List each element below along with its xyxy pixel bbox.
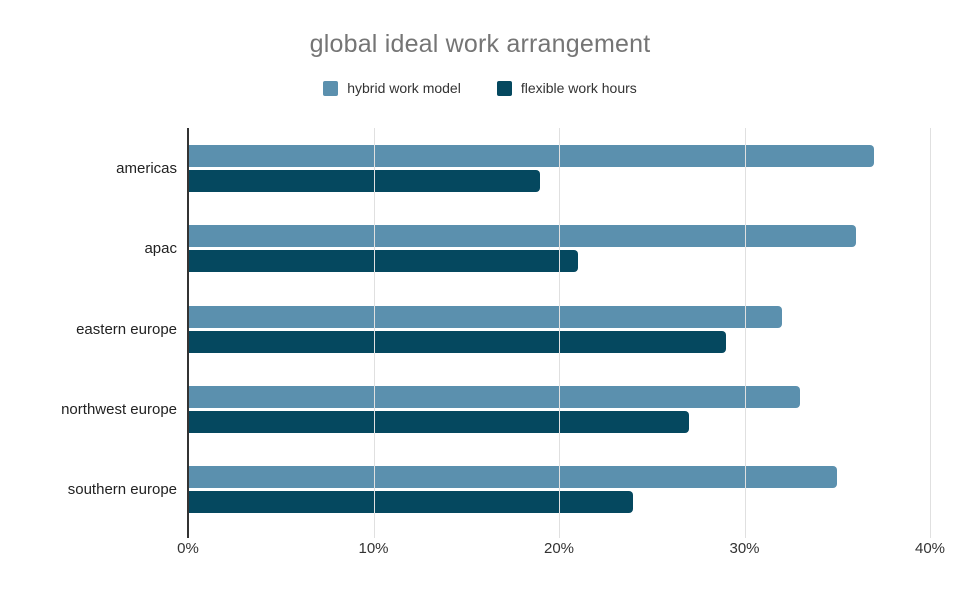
bar-flexible-work-hours-eastern-europe — [188, 330, 726, 353]
bar-group-southern-europe — [188, 450, 930, 530]
gridline — [559, 128, 560, 538]
plot-area — [187, 128, 931, 538]
gridline — [373, 128, 375, 538]
x-tick-label-30: 30% — [729, 540, 760, 557]
bar-group-apac — [188, 208, 930, 288]
legend-swatch-icon — [496, 80, 512, 96]
legend: hybrid work model flexible work hours — [0, 80, 960, 96]
bar-flexible-work-hours-americas — [188, 169, 541, 192]
bar-group-eastern-europe — [188, 289, 930, 369]
x-tick-label-20: 20% — [543, 540, 575, 557]
bar-group-northwest-europe — [188, 369, 930, 449]
bar-rows — [188, 128, 930, 530]
bar-flexible-work-hours-southern-europe — [188, 491, 634, 514]
x-axis: 0% 10% 20% 30% 40% — [177, 540, 945, 560]
category-label-apac: apac — [144, 240, 177, 258]
legend-label: flexible work hours — [520, 80, 637, 96]
category-label-northwest-europe: northwest europe — [61, 400, 177, 418]
category-label-southern-europe: southern europe — [67, 481, 177, 499]
x-tick-label-40: 40% — [914, 540, 946, 557]
bar-hybrid-work-model-northwest-europe — [188, 385, 801, 408]
y-axis-line — [187, 128, 189, 538]
bar-hybrid-work-model-americas — [188, 144, 875, 167]
bar-hybrid-work-model-apac — [188, 225, 856, 248]
legend-swatch-icon — [323, 80, 339, 96]
gridline — [744, 128, 746, 538]
category-axis: americas apac eastern europe northwest euro… — [0, 128, 177, 530]
bar-flexible-work-hours-northwest-europe — [188, 410, 689, 433]
bar-group-americas — [188, 128, 930, 208]
legend-item-hybrid-work-model: hybrid work model — [323, 80, 461, 96]
legend-label: hybrid work model — [347, 80, 461, 96]
category-label-americas: americas — [116, 159, 177, 177]
bar-hybrid-work-model-eastern-europe — [188, 305, 782, 328]
bar-flexible-work-hours-apac — [188, 250, 578, 273]
x-tick-label-10: 10% — [358, 540, 389, 557]
x-tick-label-0: 0% — [177, 540, 199, 557]
gridline — [930, 128, 931, 538]
legend-item-flexible-work-hours: flexible work hours — [496, 80, 637, 96]
chart-title: global ideal work arrangement — [309, 30, 651, 58]
category-label-eastern-europe: eastern europe — [76, 320, 177, 338]
bar-hybrid-work-model-southern-europe — [188, 466, 838, 489]
